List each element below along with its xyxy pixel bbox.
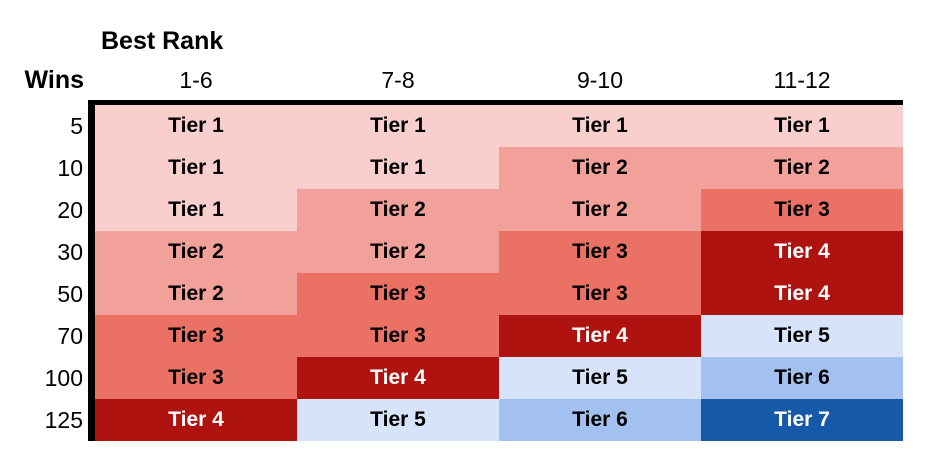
tier-cell: Tier 3 [499,273,701,315]
tier-cell: Tier 7 [701,399,903,441]
tier-cell: Tier 2 [95,231,297,273]
tier-cell: Tier 1 [297,147,499,189]
tier-cell: Tier 2 [499,189,701,231]
tier-cell: Tier 2 [701,147,903,189]
tier-cell: Tier 2 [95,273,297,315]
tier-cell: Tier 1 [499,105,701,147]
tier-cell: Tier 3 [499,231,701,273]
tier-cell: Tier 6 [701,357,903,399]
tier-cell: Tier 5 [499,357,701,399]
row-label: 70 [57,322,83,349]
row-label: 100 [44,364,83,391]
tier-cell: Tier 1 [95,105,297,147]
best-rank-header: Best Rank [101,27,224,55]
tier-cell: Tier 4 [297,357,499,399]
row-label: 30 [57,238,83,265]
tier-cell: Tier 4 [701,231,903,273]
row-label: 125 [44,406,83,433]
column-header: 1-6 [179,67,213,93]
tier-cell: Tier 3 [297,273,499,315]
row-label: 5 [70,112,83,139]
tier-cell: Tier 3 [297,315,499,357]
tier-cell: Tier 1 [701,105,903,147]
column-header: 11-12 [773,67,831,93]
tier-cell: Tier 4 [701,273,903,315]
tier-cell: Tier 2 [297,231,499,273]
tier-cell: Tier 2 [499,147,701,189]
tier-cell: Tier 3 [95,315,297,357]
row-label: 20 [57,196,83,223]
tier-cell: Tier 5 [701,315,903,357]
tier-cell: Tier 1 [95,189,297,231]
row-label: 10 [57,154,83,181]
tier-cell: Tier 4 [499,315,701,357]
tier-cell: Tier 1 [95,147,297,189]
tier-cell: Tier 3 [701,189,903,231]
tier-cell: Tier 6 [499,399,701,441]
tier-cell: Tier 3 [95,357,297,399]
row-label: 50 [57,280,83,307]
heatmap-grid: Tier 1 Tier 1 Tier 1 Tier 1 Tier 1 Tier 1 Tier… [88,100,903,441]
column-header: 7-8 [381,67,415,93]
tier-cell: Tier 5 [297,399,499,441]
wins-header: Wins [24,66,85,94]
tier-cell: Tier 4 [95,399,297,441]
tier-cell: Tier 1 [297,105,499,147]
tier-cell: Tier 2 [297,189,499,231]
column-header: 9-10 [576,67,624,93]
